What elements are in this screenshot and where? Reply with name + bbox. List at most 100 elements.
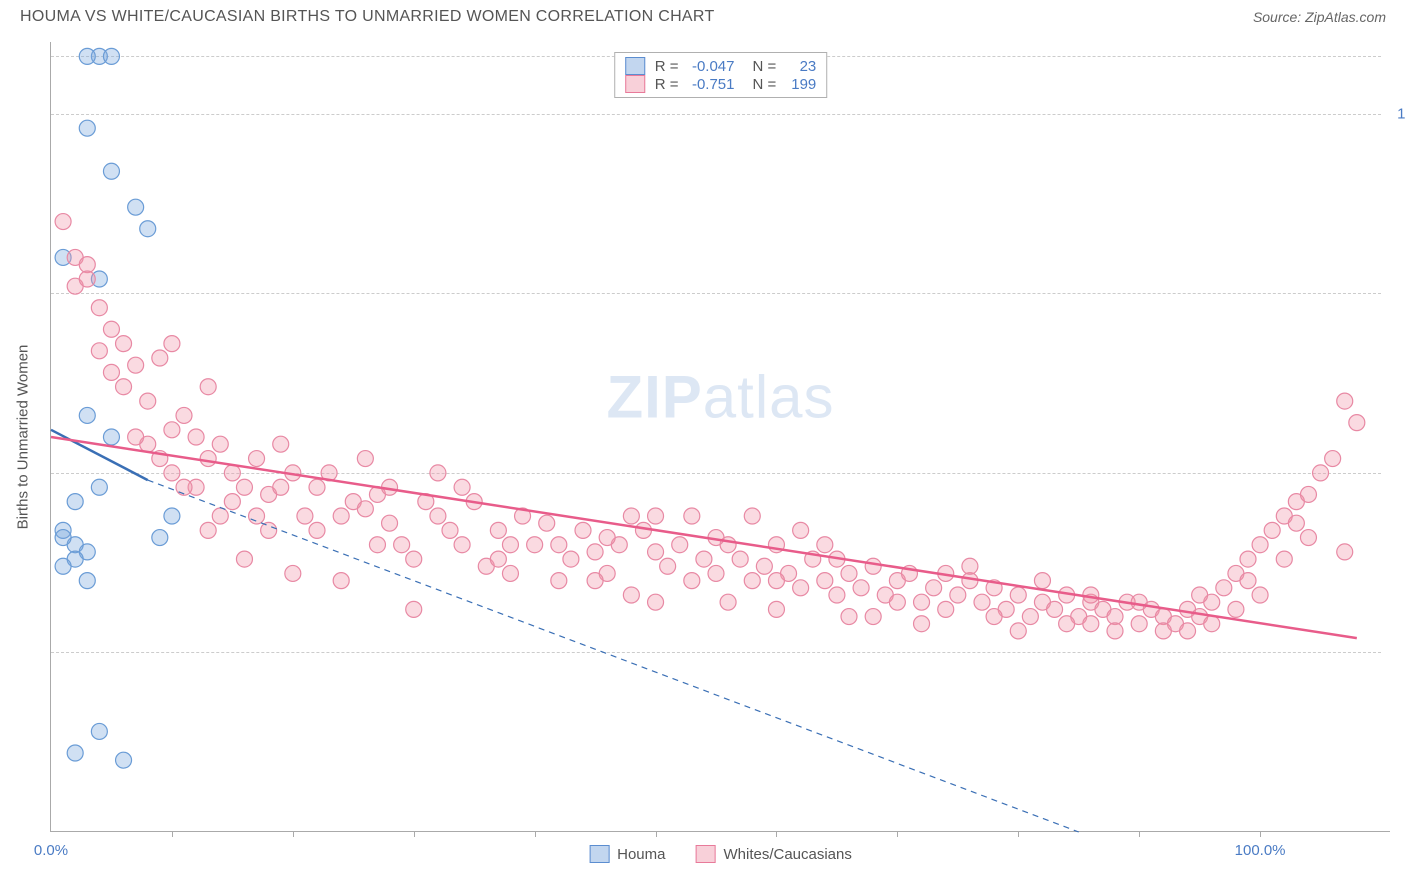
data-point [1300,530,1316,546]
data-point [116,336,132,352]
data-point [103,163,119,179]
data-point [357,451,373,467]
data-point [212,436,228,452]
data-point [164,422,180,438]
data-point [1216,580,1232,596]
data-point [285,565,301,581]
data-point [1131,594,1147,610]
data-point [744,508,760,524]
data-point [974,594,990,610]
data-point [914,616,930,632]
stats-row: R =-0.751N =199 [625,75,817,93]
data-point [865,609,881,625]
stats-row: R =-0.047N =23 [625,57,817,75]
data-point [442,522,458,538]
data-point [938,601,954,617]
data-point [829,587,845,603]
data-point [212,508,228,524]
stat-n-label: N = [753,58,777,75]
data-point [128,357,144,373]
data-point [91,723,107,739]
data-point [67,494,83,510]
data-point [1022,609,1038,625]
data-point [55,214,71,230]
data-point [1337,544,1353,560]
data-point [841,609,857,625]
legend-label: Houma [617,846,665,863]
data-point [768,601,784,617]
xtick [293,831,294,837]
legend-swatch [625,75,645,93]
data-point [490,522,506,538]
data-point [1034,573,1050,589]
data-point [67,745,83,761]
data-point [394,537,410,553]
ytick-label: 100.0% [1397,105,1406,122]
data-point [1083,616,1099,632]
data-point [551,573,567,589]
data-point [382,515,398,531]
data-point [91,479,107,495]
data-point [164,465,180,481]
data-point [623,508,639,524]
data-point [587,544,603,560]
data-point [369,537,385,553]
legend-label: Whites/Caucasians [723,846,851,863]
data-point [430,465,446,481]
data-point [768,573,784,589]
data-point [684,508,700,524]
data-point [1313,465,1329,481]
data-point [962,558,978,574]
legend-item: Houma [589,845,665,863]
data-point [551,537,567,553]
legend-swatch [589,845,609,863]
data-point [200,451,216,467]
data-point [91,300,107,316]
data-point [188,429,204,445]
data-point [950,587,966,603]
data-point [1300,486,1316,502]
yaxis-label: Births to Unmarried Women [15,344,32,529]
data-point [152,530,168,546]
data-point [648,594,664,610]
data-point [793,580,809,596]
data-point [1010,623,1026,639]
xtick [1139,831,1140,837]
data-point [1083,587,1099,603]
data-point [273,436,289,452]
data-point [164,336,180,352]
data-point [103,364,119,380]
data-point [1047,601,1063,617]
data-point [817,537,833,553]
data-point [1288,515,1304,531]
data-point [1240,573,1256,589]
stat-r-label: R = [655,58,679,75]
data-point [599,530,615,546]
data-point [224,494,240,510]
data-point [406,601,422,617]
data-point [128,199,144,215]
data-point [309,479,325,495]
stat-n-value: 199 [782,76,816,93]
data-point [635,522,651,538]
data-point [140,393,156,409]
data-point [1131,616,1147,632]
data-point [430,508,446,524]
data-point [1155,623,1171,639]
xtick [776,831,777,837]
chart-title: HOUMA VS WHITE/CAUCASIAN BIRTHS TO UNMAR… [20,8,715,26]
data-point [55,558,71,574]
data-point [962,573,978,589]
data-point [79,257,95,273]
data-point [454,537,470,553]
data-point [1192,587,1208,603]
data-point [1107,623,1123,639]
data-point [406,551,422,567]
data-point [756,558,772,574]
data-point [333,573,349,589]
chart-plot-area: Births to Unmarried Women ZIPatlas 25.0%… [50,42,1390,832]
data-point [1228,601,1244,617]
data-point [914,594,930,610]
legend-item: Whites/Caucasians [695,845,851,863]
data-point [79,407,95,423]
